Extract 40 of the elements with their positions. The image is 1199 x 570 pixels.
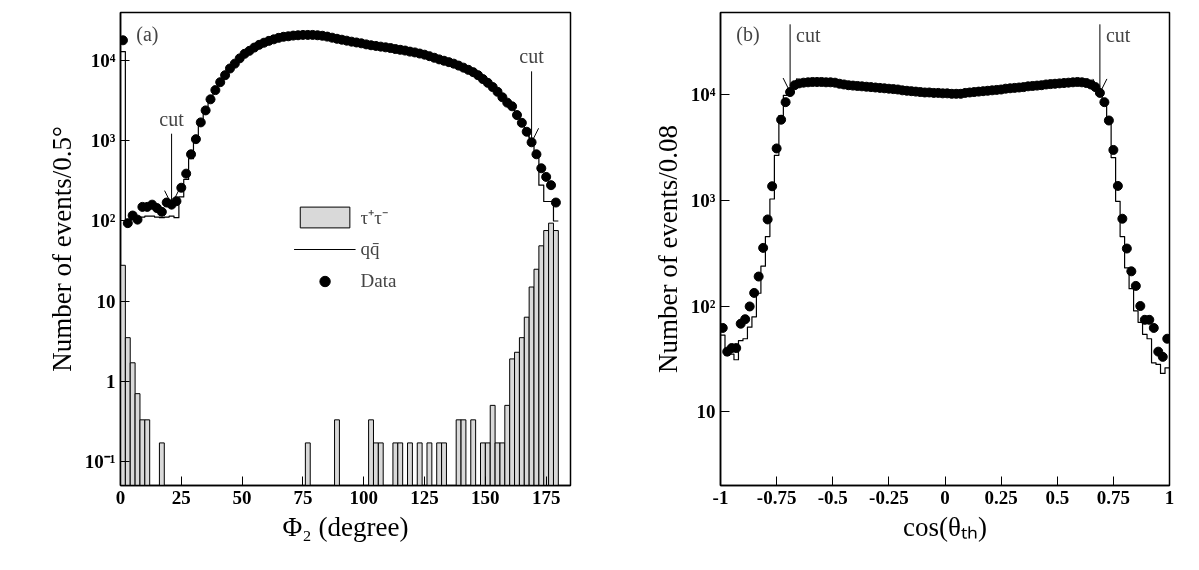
x-tick-label: -0.25 bbox=[869, 486, 909, 508]
y-tick-label: 10² bbox=[90, 210, 116, 232]
x-tick-label: -1 bbox=[712, 486, 729, 508]
y-tick-label: 10⁴ bbox=[90, 50, 116, 72]
x-tick-label: 100 bbox=[349, 486, 378, 508]
x-tick-label: 0 bbox=[115, 486, 126, 508]
y-tick-label: 10⁻¹ bbox=[84, 450, 116, 472]
x-axis-title: Φ₂ (degree) bbox=[282, 511, 409, 542]
y-axis-title: Number of events/0.5° bbox=[46, 126, 77, 372]
y-tick-label: 10⁴ bbox=[690, 84, 716, 106]
x-tick-label: 1 bbox=[1164, 486, 1175, 508]
annotation: (b) bbox=[736, 22, 760, 46]
annotation: cut bbox=[159, 107, 185, 130]
annotation: (a) bbox=[136, 22, 159, 46]
x-axis-title: cos(θₜₕ) bbox=[903, 511, 987, 542]
y-tick-label: 1 bbox=[106, 370, 116, 392]
y-tick-label: 10 bbox=[696, 401, 716, 423]
x-tick-label: 25 bbox=[171, 486, 191, 508]
x-tick-label: 0.75 bbox=[1096, 486, 1130, 508]
legend-label: qq̄ bbox=[360, 237, 381, 260]
legend-label: τ⁺τ⁻ bbox=[360, 205, 388, 230]
annotation: cut bbox=[796, 24, 821, 47]
x-tick-label: -0.75 bbox=[756, 486, 797, 508]
x-tick-label: 75 bbox=[293, 486, 313, 508]
legend-label: Data bbox=[360, 269, 397, 292]
x-tick-label: -0.5 bbox=[817, 486, 848, 508]
y-tick-label: 10³ bbox=[90, 130, 116, 152]
annotation: cut bbox=[519, 45, 545, 68]
y-tick-label: 10 bbox=[96, 290, 116, 312]
x-tick-label: 150 bbox=[471, 486, 500, 508]
x-tick-label: 175 bbox=[531, 486, 561, 508]
annotation: cut bbox=[1105, 24, 1131, 47]
x-tick-label: 125 bbox=[410, 486, 439, 508]
x-tick-label: 0 bbox=[940, 486, 950, 508]
x-tick-label: 0.5 bbox=[1045, 486, 1070, 508]
x-tick-label: 0.25 bbox=[984, 486, 1018, 508]
y-axis-title: Number of events/0.08 bbox=[652, 124, 683, 374]
y-tick-label: 10² bbox=[690, 295, 716, 317]
y-tick-label: 10³ bbox=[690, 189, 716, 211]
x-tick-label: 50 bbox=[232, 486, 252, 508]
